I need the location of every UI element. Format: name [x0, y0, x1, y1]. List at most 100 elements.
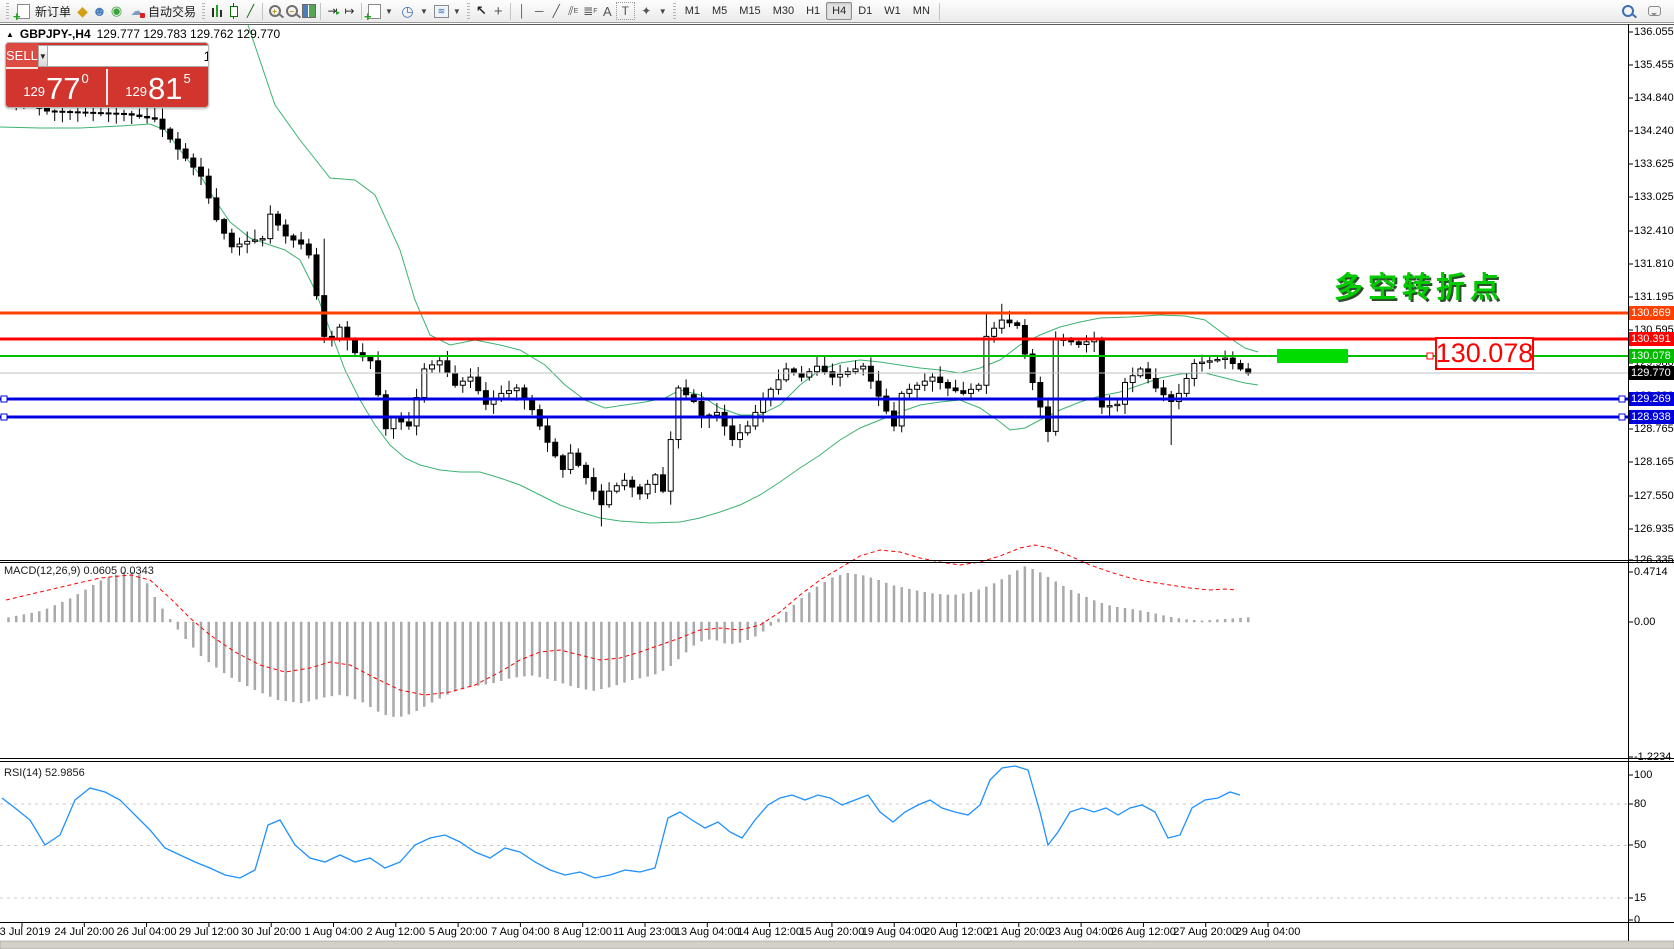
rsi-axis-label: 80 [1634, 798, 1647, 810]
price-axis-tick-label: 131.195 [1634, 291, 1674, 303]
object-handle-marker[interactable] [1618, 413, 1626, 421]
chart-shift-icon[interactable]: ↦ [344, 4, 355, 18]
object-handle-marker[interactable] [0, 395, 8, 403]
price-axis-tick-label: 136.055 [1634, 26, 1674, 38]
zoom-out-icon[interactable]: − [283, 3, 300, 19]
price-level-label: 130.869 [1629, 306, 1674, 320]
profile-icon[interactable]: ☻ [92, 3, 107, 19]
arrows-button[interactable]: ✦ ▼ [635, 1, 670, 21]
rsi-axis-label: 50 [1634, 839, 1647, 851]
time-axis-label: 20 Aug 12:00 [924, 926, 989, 938]
price-axis-tick-label: 127.550 [1634, 490, 1674, 502]
timeframe-button-m1[interactable]: M1 [684, 5, 700, 17]
collapse-triangle-icon[interactable]: ▲ [6, 29, 14, 39]
time-axis-label: 26 Jul 04:00 [116, 926, 177, 938]
signals-icon[interactable]: ◉ [110, 3, 123, 18]
rsi-axis-label: 0 [1634, 914, 1641, 926]
price-level-label: 130.391 [1629, 332, 1674, 346]
clock-icon: ◷ [401, 2, 414, 19]
autotrade-label: 自动交易 [148, 4, 197, 19]
price-level-label: 129.269 [1629, 392, 1674, 406]
toolbar-grip[interactable] [672, 3, 676, 19]
line-chart-icon[interactable]: ╱ [246, 4, 255, 18]
buy-price[interactable]: 129 81 5 [125, 71, 191, 106]
rsi-panel [0, 765, 1628, 899]
autotrade-button[interactable]: ☁ 自动交易 [125, 1, 199, 21]
rsi-axis-label: 100 [1634, 769, 1653, 781]
chat-icon[interactable] [1646, 3, 1663, 19]
price-level-annotation-box[interactable]: 130.078 [1435, 337, 1534, 370]
sell-button[interactable]: SELL [6, 43, 38, 69]
timeframe-button-m30[interactable]: M30 [772, 5, 795, 17]
crosshair-icon[interactable]: + [493, 2, 503, 20]
object-handle-marker[interactable] [1426, 352, 1434, 360]
time-axis-label: 15 Aug 20:00 [799, 926, 865, 938]
green-highlight-rect[interactable] [1277, 349, 1348, 363]
tile-windows-icon[interactable] [300, 3, 317, 19]
time-axis-label: 1 Aug 04:00 [304, 926, 363, 938]
search-icon[interactable] [1619, 3, 1636, 19]
trendline-icon[interactable]: ╱ [552, 4, 560, 18]
timeframe-button-w1[interactable]: W1 [884, 5, 901, 17]
time-axis-label: 27 Aug 20:00 [1173, 926, 1239, 938]
time-axis-label: 2 Aug 12:00 [366, 926, 426, 938]
time-axis-label: 23 Jul 2019 [0, 926, 51, 938]
turning-point-annotation: 多空转折点 [1334, 272, 1505, 304]
zoom-in-icon[interactable]: + [266, 3, 283, 19]
time-axis-label: 19 Aug 04:00 [861, 926, 927, 938]
price-axis-tick-label: 128.765 [1634, 423, 1674, 435]
toolbar-grip[interactable] [6, 3, 9, 19]
horizontal-line-icon[interactable]: ─ [535, 4, 544, 18]
macd-panel [5, 544, 1250, 717]
arrows-icon: ✦ [641, 4, 652, 18]
timeframe-button-mn[interactable]: MN [912, 5, 930, 17]
object-handle-marker[interactable] [1618, 395, 1626, 403]
bar-chart-icon[interactable] [208, 3, 225, 19]
timeframe-button-h4[interactable]: H4 [826, 2, 853, 20]
timeframe-button-d1[interactable]: D1 [858, 5, 873, 17]
text-label-icon[interactable]: T [615, 2, 635, 20]
cursor-icon[interactable]: ↖ [475, 3, 487, 18]
new-order-label: 新订单 [35, 4, 72, 19]
symbol-period-label: GBPJPY-,H4 [19, 27, 91, 41]
auto-scroll-icon[interactable]: ⇥ ▸ [327, 4, 341, 18]
equidistant-channel-icon[interactable]: ⫽ E [568, 3, 579, 18]
object-handle-marker[interactable] [0, 413, 8, 421]
price-axis-tick-label: 134.840 [1634, 92, 1674, 104]
vertical-line-icon[interactable]: │ [518, 4, 527, 18]
new-order-button[interactable]: + 新订单 [12, 1, 74, 23]
macd-indicator-label: MACD(12,26,9) 0.0605 0.0343 [4, 565, 154, 577]
time-axis-label: 11 Aug 23:00 [612, 926, 678, 938]
timeframe-button-m5[interactable]: M5 [712, 5, 728, 17]
text-tool-icon[interactable]: A [602, 3, 612, 19]
symbol-info-bar: ▲ GBPJPY-,H4 129.777 129.783 129.762 129… [6, 27, 280, 41]
rsi-indicator-label: RSI(14) 52.9856 [4, 767, 85, 779]
history-center-icon[interactable]: ◆ [77, 2, 88, 19]
time-axis-label: 30 Jul 20:00 [241, 926, 302, 938]
price-axis-tick-label: 128.165 [1634, 456, 1674, 468]
rsi-line [1, 765, 1241, 879]
volume-decrease-button[interactable]: ▼ [37, 45, 48, 67]
periods-button[interactable]: ◷ ▼ [396, 1, 431, 21]
volume-input[interactable] [47, 45, 208, 67]
toolbar-grip[interactable] [466, 3, 470, 19]
timeframe-button-m15[interactable]: M15 [739, 5, 761, 17]
toolbar-grip[interactable] [202, 3, 206, 19]
candlestick-chart-icon[interactable] [225, 2, 242, 19]
autotrade-icon: ☁ [128, 3, 146, 19]
new-chart-button[interactable]: + ▼ [364, 1, 396, 23]
time-axis-label: 23 Aug 04:00 [1048, 926, 1114, 938]
macd-signal-line [5, 544, 1238, 696]
price-axis-tick-label: 134.240 [1634, 125, 1674, 137]
sell-price[interactable]: 129 77 0 [23, 71, 89, 106]
time-axis-label: 7 Aug 04:00 [491, 926, 550, 938]
time-axis-label: 13 Aug 04:00 [674, 926, 740, 938]
fibonacci-icon[interactable]: ≣ F [583, 4, 598, 18]
price-axis-tick-label: 126.935 [1634, 523, 1674, 535]
price-axis-tick-label: 131.810 [1634, 258, 1674, 270]
timeframe-button-h1[interactable]: H1 [806, 5, 821, 17]
time-axis-label: 21 Aug 20:00 [986, 926, 1052, 938]
price-level-lines[interactable] [0, 311, 1628, 421]
templates-button[interactable]: ≋ ▼ [431, 1, 464, 21]
